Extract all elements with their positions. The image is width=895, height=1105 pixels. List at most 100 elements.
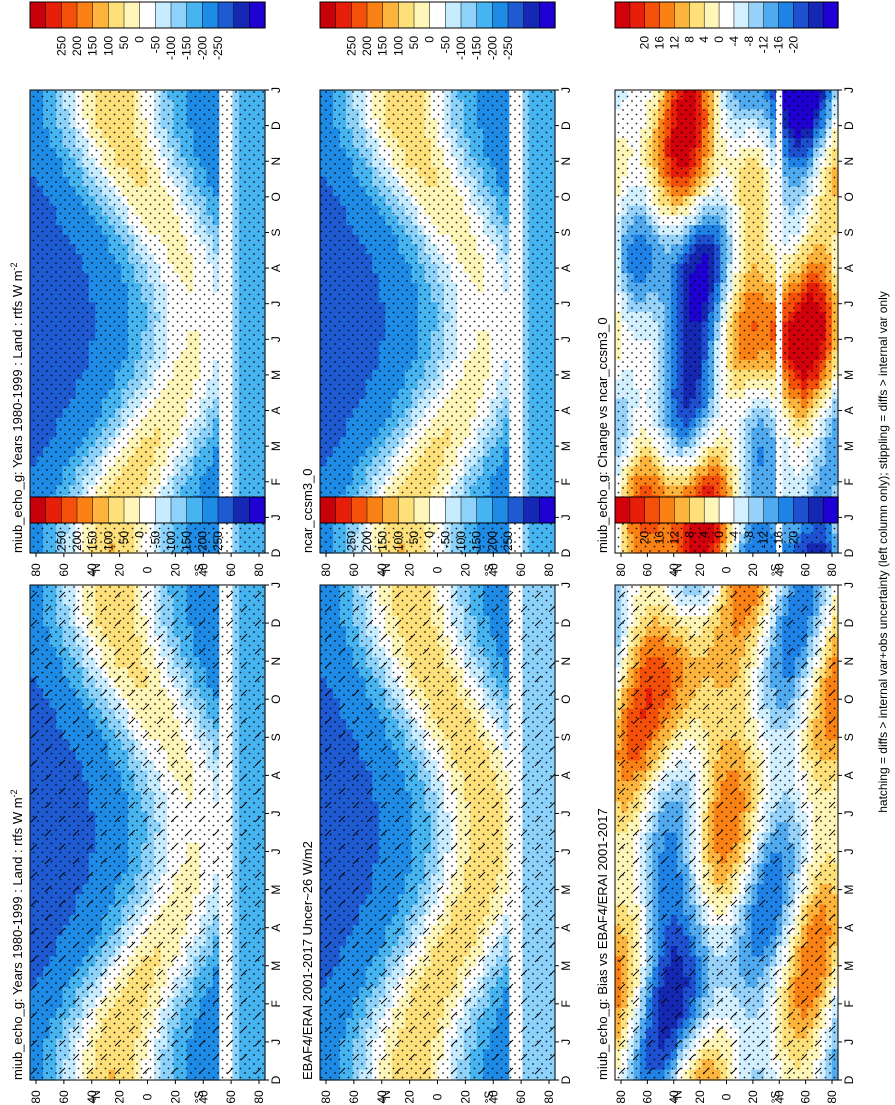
month-label: D (269, 618, 283, 627)
colorbar-label: -150 (180, 531, 194, 555)
month-label: A (269, 924, 283, 932)
month-label: A (269, 264, 283, 272)
lat-label: 60 (57, 563, 71, 577)
lat-label: 20 (168, 563, 182, 577)
colorbar-swatch (170, 496, 188, 524)
colorbar-swatch (76, 496, 94, 524)
month-label: J (269, 582, 283, 588)
month-label: M (269, 885, 283, 895)
lat-label: 80 (252, 1090, 266, 1104)
colorbar-swatch (45, 1, 62, 29)
colorbar-swatch (186, 1, 203, 29)
colorbar-swatch (108, 1, 125, 29)
hatching (30, 585, 265, 1080)
colorbar-label: -150 (180, 36, 194, 60)
month-label: A (269, 771, 283, 779)
colorbar-label: -100 (164, 531, 178, 555)
colorbar-swatch (155, 496, 172, 524)
month-label: J (269, 1039, 283, 1045)
lat-label: 20 (168, 1090, 182, 1104)
colorbar-label: 200 (70, 36, 84, 56)
month-label: M (269, 961, 283, 971)
month-label: J (269, 849, 283, 855)
month-label: J (269, 514, 283, 520)
colorbar-label: 150 (86, 36, 100, 56)
month-label: D (269, 1075, 283, 1084)
colorbar-label: 0 (133, 531, 147, 538)
colorbar-swatch (202, 496, 219, 524)
colorbar-label: 250 (54, 531, 68, 551)
month-label: N (269, 657, 283, 666)
colorbar-label: -50 (148, 531, 162, 549)
lat-label: 80 (29, 563, 43, 577)
month-label: S (269, 228, 283, 236)
panel-title: miub_echo_g: Years 1980-1999 : Land : rt… (9, 789, 25, 1080)
hemisphere-label: °N (89, 563, 103, 576)
month-label: M (269, 441, 283, 451)
colorbar-swatch (202, 1, 219, 29)
colorbar-swatch (92, 496, 109, 524)
month-label: F (269, 1000, 283, 1007)
colorbar-swatch (61, 496, 78, 524)
colorbar-swatch (139, 1, 156, 29)
lat-label: 80 (29, 1090, 43, 1104)
colorbar-swatch (139, 496, 156, 524)
stippling (30, 90, 265, 553)
month-label: S (269, 733, 283, 741)
title-superscript: -2 (9, 789, 19, 797)
colorbar: 250 200 150 100 50 0 -50 -100 -150 -200 -250 (29, 1, 266, 60)
colorbar-label: 150 (86, 531, 100, 551)
hemisphere-label: °S (192, 564, 206, 577)
lat-label: 20 (113, 1090, 127, 1104)
lat-label: 60 (224, 1090, 238, 1104)
colorbar-swatch (123, 496, 141, 524)
lat-label: 40 (196, 563, 210, 577)
colorbar-label: 100 (101, 531, 115, 551)
colorbar-swatch (76, 1, 94, 29)
colorbar-label: 0 (133, 36, 147, 43)
colorbar-swatch (186, 496, 203, 524)
month-label: O (269, 695, 283, 704)
lat-label: 60 (224, 563, 238, 577)
lat-label: 0 (141, 566, 155, 573)
colorbar-label: -50 (148, 36, 162, 54)
colorbar-frame (29, 1, 266, 29)
colorbar-swatch (217, 496, 235, 524)
colorbar-label: 100 (101, 36, 115, 56)
hemisphere-label: °N (89, 1090, 103, 1103)
month-label: J (269, 336, 283, 342)
month-label: J (269, 810, 283, 816)
month-label: N (269, 157, 283, 166)
colorbar-frame (29, 496, 266, 524)
colorbar-swatch (92, 1, 109, 29)
colorbar-label: -200 (195, 36, 209, 60)
month-label: J (269, 301, 283, 307)
lat-label: 40 (85, 563, 99, 577)
panel-p2: D J F M A M J J A S O N D J 80 60 40 20 0 20 40 60 80 °N °S miub_… (9, 496, 283, 1104)
colorbar-swatch (155, 1, 172, 29)
lat-label: 0 (141, 1093, 155, 1100)
colorbar-label: -250 (211, 36, 225, 60)
month-label: D (269, 121, 283, 130)
colorbar-swatch (233, 1, 250, 29)
colorbar-label: -100 (164, 36, 178, 60)
colorbar: 250 200 150 100 50 0 -50 -100 -150 -200 -250 (29, 496, 266, 555)
title-superscript: -2 (9, 262, 19, 270)
colorbar-swatch (29, 496, 47, 524)
month-label: J (269, 87, 283, 93)
colorbar-swatch (170, 1, 188, 29)
month-label: D (269, 548, 283, 557)
colorbar-swatch (108, 496, 125, 524)
colorbar-swatch (29, 1, 47, 29)
month-label: M (269, 370, 283, 380)
colorbar-swatch (61, 1, 78, 29)
colorbar-swatch (217, 1, 235, 29)
colorbar-swatch (249, 1, 266, 29)
month-label: O (269, 192, 283, 201)
hemisphere-label: °S (192, 1091, 206, 1104)
month-label: F (269, 478, 283, 485)
colorbar-label: -250 (211, 531, 225, 555)
colorbar-swatch (45, 496, 62, 524)
colorbar-label: 50 (117, 36, 131, 50)
